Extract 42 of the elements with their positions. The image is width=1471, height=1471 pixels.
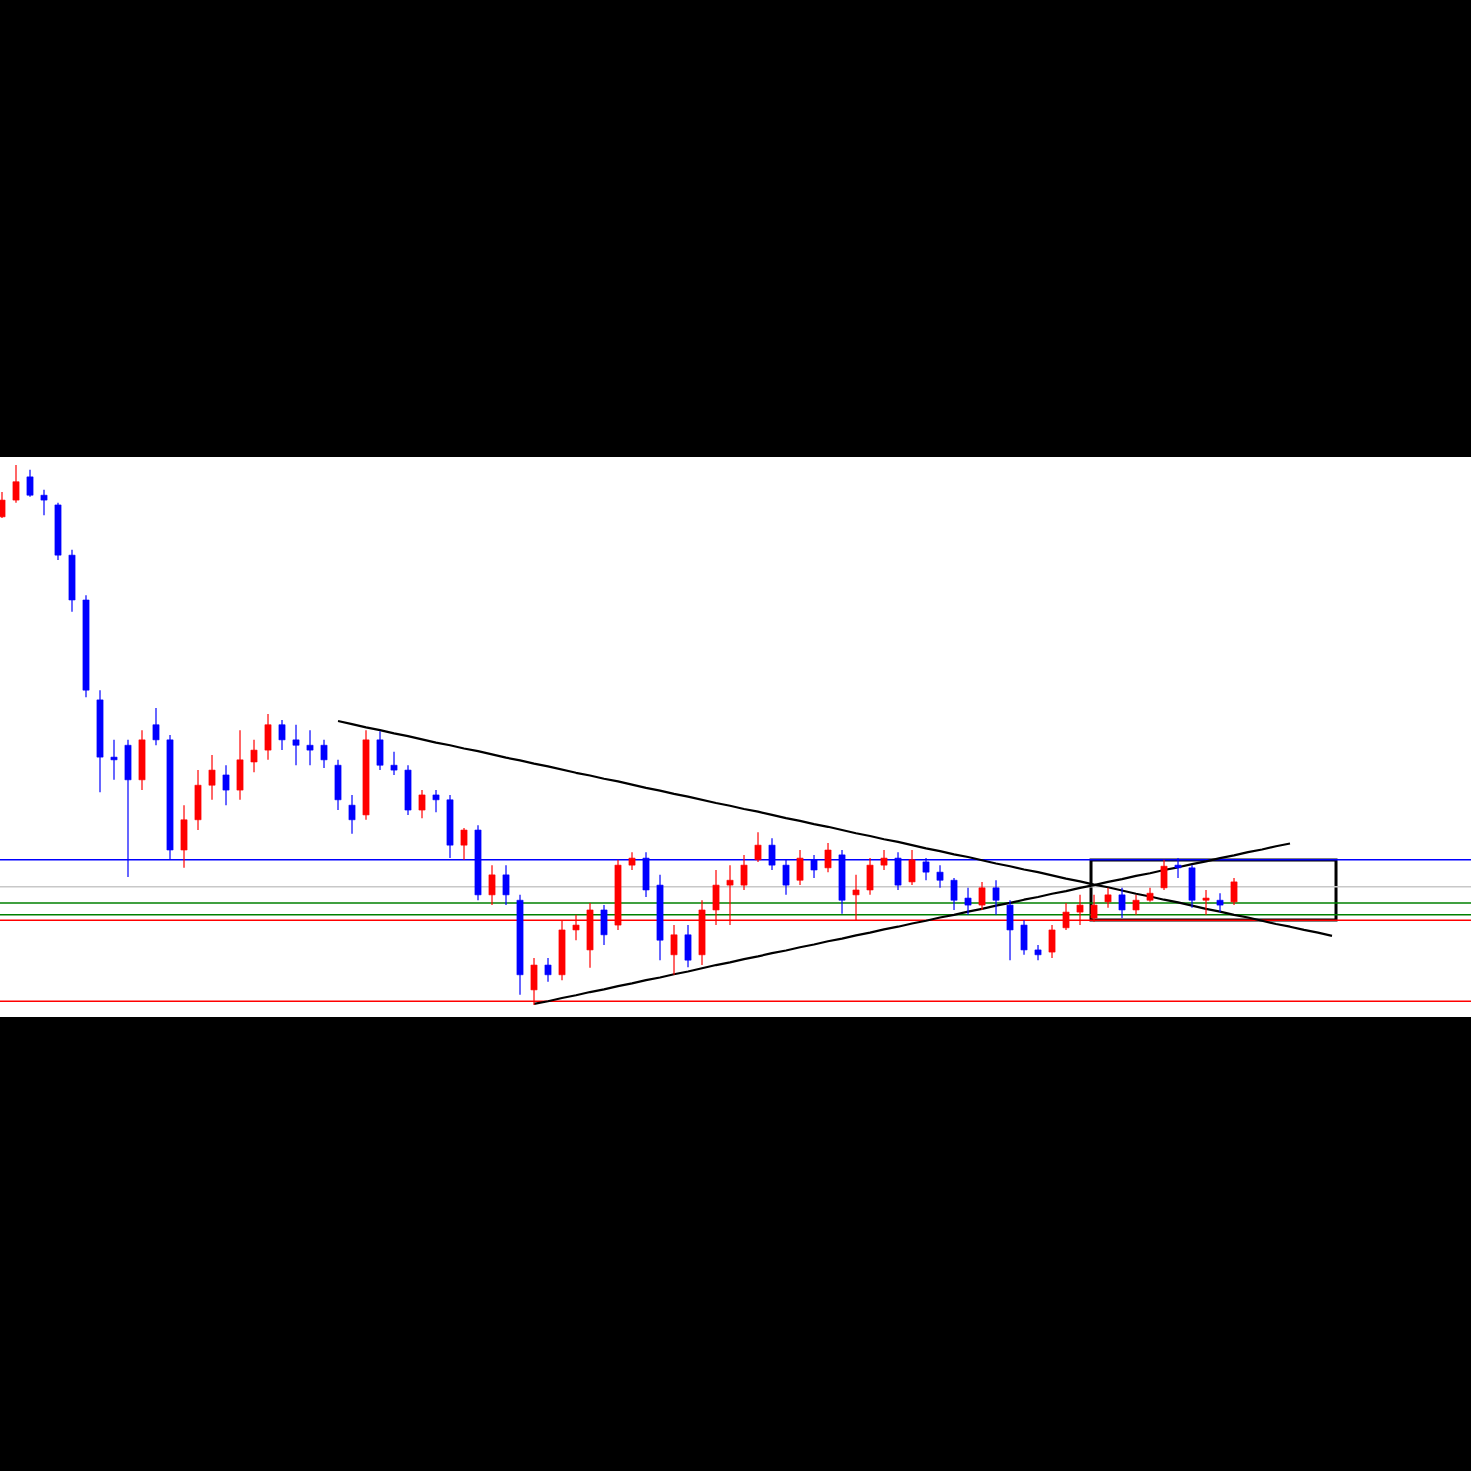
- candlestick: [992, 879, 1000, 916]
- candlestick: [348, 794, 356, 835]
- candlestick: [110, 739, 118, 781]
- candlestick: [278, 719, 286, 751]
- candlestick: [908, 849, 916, 886]
- candlestick: [1230, 877, 1238, 906]
- candlestick: [12, 464, 20, 504]
- candlestick: [0, 491, 6, 519]
- candlestick: [40, 489, 48, 516]
- candlestick: [26, 469, 34, 498]
- candlestick: [1132, 894, 1140, 916]
- candlestick: [306, 729, 314, 766]
- candlestick: [796, 849, 804, 886]
- candlestick: [390, 751, 398, 776]
- candlestick: [222, 764, 230, 806]
- candlestick: [754, 831, 762, 863]
- candlestick: [1202, 889, 1210, 916]
- candlestick: [250, 739, 258, 773]
- candlestick: [320, 739, 328, 769]
- candlestick: [1048, 924, 1056, 959]
- candlestick: [740, 854, 748, 891]
- candlestick: [1104, 887, 1112, 909]
- candlestick: [544, 957, 552, 983]
- candlestick: [936, 864, 944, 889]
- candlestick: [1160, 859, 1168, 891]
- candlestick: [824, 842, 832, 873]
- candlestick: [964, 887, 972, 916]
- candlestick: [880, 849, 888, 871]
- candlestick: [292, 724, 300, 766]
- candlestick: [978, 881, 986, 911]
- candlestick: [432, 789, 440, 813]
- candlestick: [488, 864, 496, 906]
- candlestick: [1216, 892, 1224, 913]
- candlestick: [460, 827, 468, 861]
- candlestick: [1034, 944, 1042, 961]
- candlestick: [1118, 887, 1126, 919]
- candlestick: [670, 924, 678, 976]
- candlestick: [208, 754, 216, 801]
- candlestick: [502, 864, 510, 906]
- candlestick: [418, 789, 426, 819]
- candlestick: [152, 707, 160, 746]
- candlestick: [950, 877, 958, 911]
